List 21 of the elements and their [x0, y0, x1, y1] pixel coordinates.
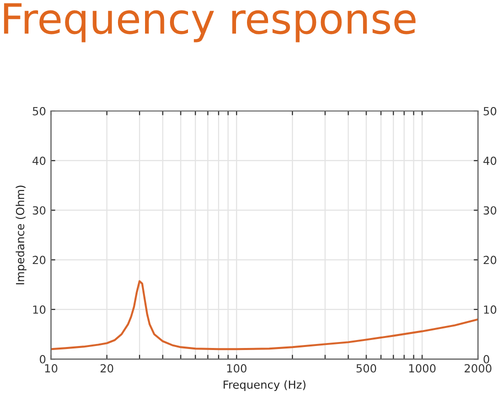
- x-tick-label: 1000: [409, 364, 436, 373]
- y2-tick-label: 0: [484, 355, 490, 364]
- y-tick-label: 40: [32, 156, 46, 165]
- x-axis-title: Frequency (Hz): [224, 380, 306, 391]
- y-tick-label: 10: [33, 305, 46, 314]
- y2-tick-label: 30: [484, 206, 496, 215]
- x-tick-label: 100: [227, 364, 246, 373]
- y-tick-label: 0: [40, 355, 46, 364]
- x-tick-label: 10: [45, 364, 58, 373]
- x-tick-label: 2000: [464, 364, 492, 373]
- y-tick-label: 50: [32, 106, 46, 116]
- y2-tick-label: 20: [484, 256, 496, 264]
- x-tick-label: 20: [100, 364, 114, 373]
- chart-title: Frequency response: [4, 3, 416, 42]
- y-tick-label: 20: [32, 256, 46, 264]
- y2-tick-label: 50: [484, 106, 496, 116]
- y2-tick-label: 10: [484, 305, 496, 314]
- y-axis-title: Impedance (Ohm): [16, 186, 26, 284]
- y2-tick-label: 40: [483, 156, 496, 165]
- y-tick-label: 30: [32, 206, 46, 215]
- x-tick-label: 500: [356, 364, 376, 373]
